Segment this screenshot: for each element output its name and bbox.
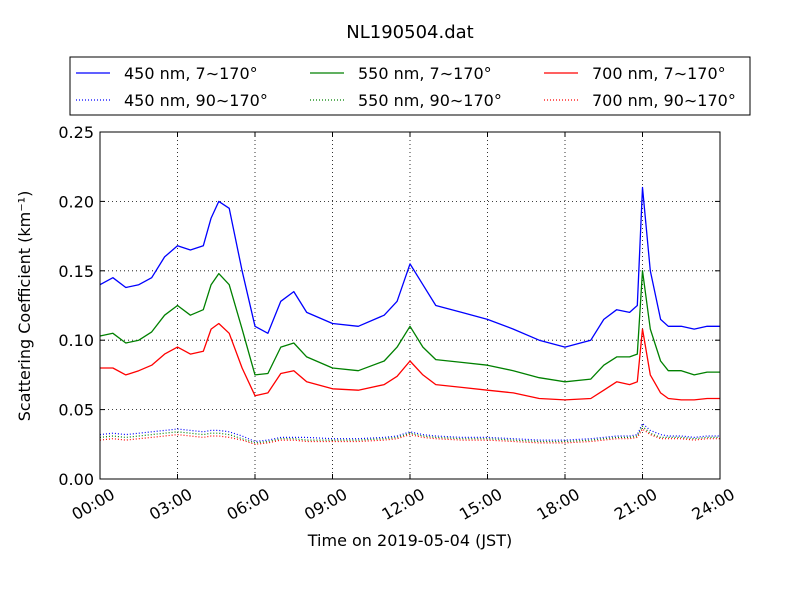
- y-tick-label: 0.05: [58, 401, 94, 420]
- series-line-2: [99, 270, 720, 383]
- x-tick-label: 06:00: [224, 484, 273, 524]
- y-tick-label: 0.10: [58, 331, 94, 350]
- series-line-6: [99, 428, 720, 445]
- series-group: [99, 186, 720, 445]
- chart-title: NL190504.dat: [346, 22, 473, 43]
- x-tick-label: 15:00: [456, 484, 505, 524]
- grid: [100, 132, 720, 479]
- x-tick-label: 21:00: [611, 484, 660, 524]
- legend-label: 450 nm, 90∼170°: [124, 91, 268, 110]
- y-tick-label: 0.15: [58, 262, 94, 281]
- x-tick-label: 09:00: [301, 484, 350, 524]
- series-line-1: [99, 186, 720, 348]
- series-line-5: [99, 425, 720, 444]
- x-tick-label: 00:00: [69, 484, 118, 524]
- legend-frame: [69, 56, 751, 116]
- series-line-4: [99, 422, 720, 443]
- x-tick-label: 03:00: [146, 484, 195, 524]
- y-tick-label: 0.00: [58, 470, 94, 489]
- legend-label: 700 nm, 7∼170°: [592, 64, 726, 83]
- series-line-3: [100, 322, 720, 401]
- x-tick-label: 18:00: [534, 484, 583, 524]
- y-axis-label: Scattering Coefficient (km⁻¹): [15, 191, 34, 422]
- legend-label: 550 nm, 90∼170°: [358, 91, 502, 110]
- y-tick-label: 0.20: [58, 192, 94, 211]
- x-tick-label: 12:00: [379, 484, 428, 524]
- legend-label: 450 nm, 7∼170°: [124, 64, 258, 83]
- x-tick-label: 24:00: [689, 484, 738, 524]
- legend: 450 nm, 7∼170° 550 nm, 7∼170° 700 nm, 7∼17…: [69, 56, 751, 116]
- y-tick-label: 0.25: [58, 123, 94, 142]
- legend-label: 700 nm, 90∼170°: [592, 91, 736, 110]
- legend-label: 550 nm, 7∼170°: [358, 64, 492, 83]
- axis-ticks: 00:00 03:00 06:00 09:00 12:00 15:00 18:00 21:00…: [58, 123, 738, 524]
- x-axis-label: Time on 2019-05-04 (JST): [307, 531, 512, 550]
- plot-area: 00:00 03:00 06:00 09:00 12:00 15:00 18:00 21:00…: [58, 123, 738, 524]
